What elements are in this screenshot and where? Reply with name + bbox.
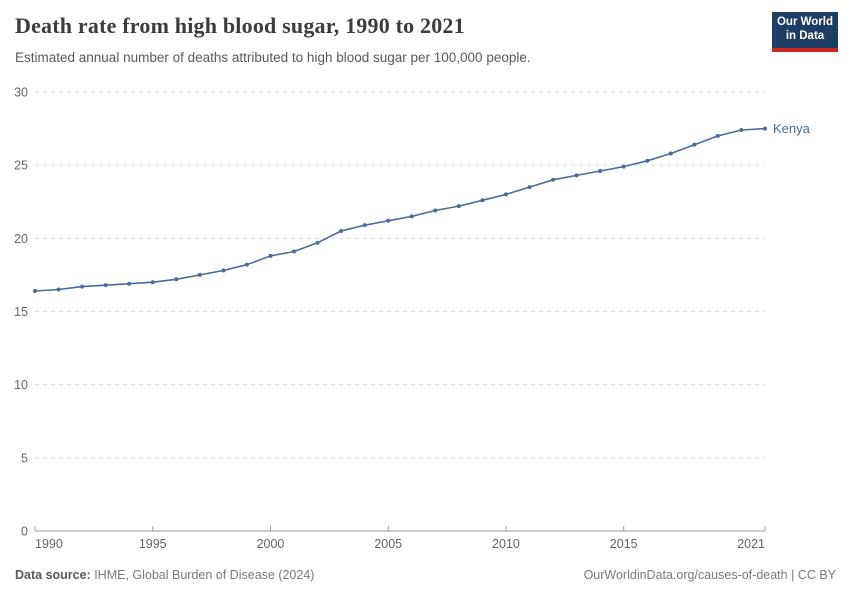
y-axis-tick-label: 25 — [14, 159, 28, 173]
data-point[interactable] — [268, 253, 273, 258]
x-axis-tick-label: 2015 — [610, 537, 638, 551]
data-point[interactable] — [150, 280, 155, 285]
x-axis-tick-label: 2000 — [257, 537, 285, 551]
data-point[interactable] — [480, 198, 485, 203]
y-axis-tick-label: 10 — [14, 378, 28, 392]
data-point[interactable] — [221, 268, 226, 273]
y-axis-tick-label: 5 — [21, 451, 28, 465]
x-axis-tick-label: 2010 — [492, 537, 520, 551]
chart-title: Death rate from high blood sugar, 1990 t… — [15, 13, 465, 38]
x-axis-tick-label: 1990 — [35, 537, 63, 551]
series-label-kenya[interactable]: Kenya — [773, 121, 811, 136]
data-point[interactable] — [386, 218, 391, 223]
data-point[interactable] — [315, 240, 320, 245]
chart-footer: Data source: IHME, Global Burden of Dise… — [15, 568, 836, 582]
data-point[interactable] — [692, 142, 697, 147]
data-point[interactable] — [174, 277, 179, 282]
y-axis-tick-label: 0 — [21, 525, 28, 539]
data-point[interactable] — [244, 262, 249, 267]
data-point[interactable] — [621, 164, 626, 169]
x-axis-tick-label: 1995 — [139, 537, 167, 551]
data-point[interactable] — [574, 173, 579, 178]
data-point[interactable] — [56, 287, 61, 292]
data-point[interactable] — [197, 272, 202, 277]
owid-logo: Our World in Data — [772, 12, 838, 52]
data-point[interactable] — [527, 185, 532, 190]
data-point[interactable] — [715, 133, 720, 138]
data-point[interactable] — [456, 204, 461, 209]
data-source: Data source: IHME, Global Burden of Dise… — [15, 568, 314, 582]
data-point[interactable] — [433, 208, 438, 213]
data-point[interactable] — [33, 289, 37, 294]
data-point[interactable] — [339, 229, 344, 234]
data-line-kenya[interactable] — [34, 127, 766, 292]
owid-logo-line1: Our World — [776, 16, 833, 29]
data-point[interactable] — [668, 151, 673, 156]
line-chart: 0 5 10 15 20 25 30 1990 1995 2000 2005 2010 2015 2021… — [14, 86, 811, 552]
data-point[interactable] — [127, 281, 132, 286]
data-point[interactable] — [645, 158, 650, 163]
data-point[interactable] — [292, 249, 297, 254]
data-point[interactable] — [103, 283, 108, 288]
y-axis-tick-label: 15 — [14, 305, 28, 319]
data-point[interactable] — [551, 177, 556, 182]
data-point[interactable] — [503, 192, 508, 197]
x-axis-tick-label: 2021 — [737, 537, 765, 551]
y-axis-tick-label: 30 — [14, 86, 28, 100]
owid-citation-link[interactable]: OurWorldinData.org/causes-of-death | CC … — [583, 568, 836, 582]
x-axis-tick-label: 2005 — [374, 537, 402, 551]
data-point[interactable] — [80, 284, 85, 289]
data-point[interactable] — [598, 169, 603, 174]
data-source-label: Data source: — [15, 568, 91, 582]
chart-subtitle: Estimated annual number of deaths attrib… — [15, 50, 531, 65]
data-point[interactable] — [739, 128, 744, 133]
data-point[interactable] — [409, 214, 414, 219]
data-point[interactable] — [763, 126, 767, 131]
y-axis-tick-label: 20 — [14, 232, 28, 246]
owid-logo-line2: in Data — [785, 30, 825, 42]
data-source-text: IHME, Global Burden of Disease (2024) — [90, 568, 315, 582]
data-point[interactable] — [362, 223, 367, 228]
